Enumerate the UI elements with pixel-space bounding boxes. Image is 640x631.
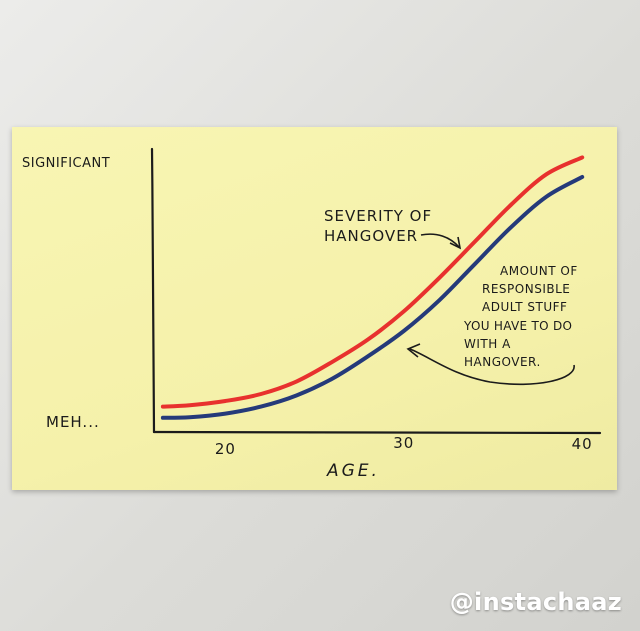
- x-tick-label: 40: [572, 435, 593, 453]
- y-axis: [150, 147, 156, 434]
- series-line-severity: [160, 155, 585, 409]
- x-axis: [152, 430, 602, 435]
- annotation-severity-line-1: SEVERITY OF: [324, 207, 432, 225]
- series-line-responsibility: [160, 175, 585, 420]
- annotation-responsibility-line-4: YOU HAVE TO DO: [463, 319, 572, 333]
- annotation-severity-line-2: HANGOVER: [324, 227, 418, 245]
- annotation-responsibility-line-3: ADULT STUFF: [482, 300, 567, 314]
- annotation-severity-arrow: [420, 233, 460, 248]
- sticky-note-card: SIGNIFICANT MEH... 20 30 40 AGE. SEVERIT…: [12, 127, 617, 490]
- annotation-responsibility-arrow: [409, 348, 575, 386]
- hangover-chart: SIGNIFICANT MEH... 20 30 40 AGE. SEVERIT…: [22, 147, 602, 481]
- annotation-responsibility-arrowhead: [406, 343, 421, 358]
- y-tick-label-significant: SIGNIFICANT: [22, 156, 110, 171]
- annotation-responsibility-line-2: RESPONSIBLE: [482, 282, 570, 296]
- annotation-responsibility-line-1: AMOUNT OF: [500, 264, 578, 278]
- annotation-responsibility-line-5: WITH A: [464, 337, 511, 351]
- x-axis-label: AGE.: [326, 461, 380, 481]
- x-tick-label: 20: [215, 440, 236, 458]
- y-tick-label-meh: MEH...: [46, 413, 100, 431]
- x-tick-label: 30: [393, 434, 414, 452]
- annotation-responsibility-line-6: HANGOVER.: [464, 355, 541, 369]
- watermark-handle: @instachaaz: [449, 588, 622, 616]
- annotation-severity-arrowhead: [449, 236, 462, 250]
